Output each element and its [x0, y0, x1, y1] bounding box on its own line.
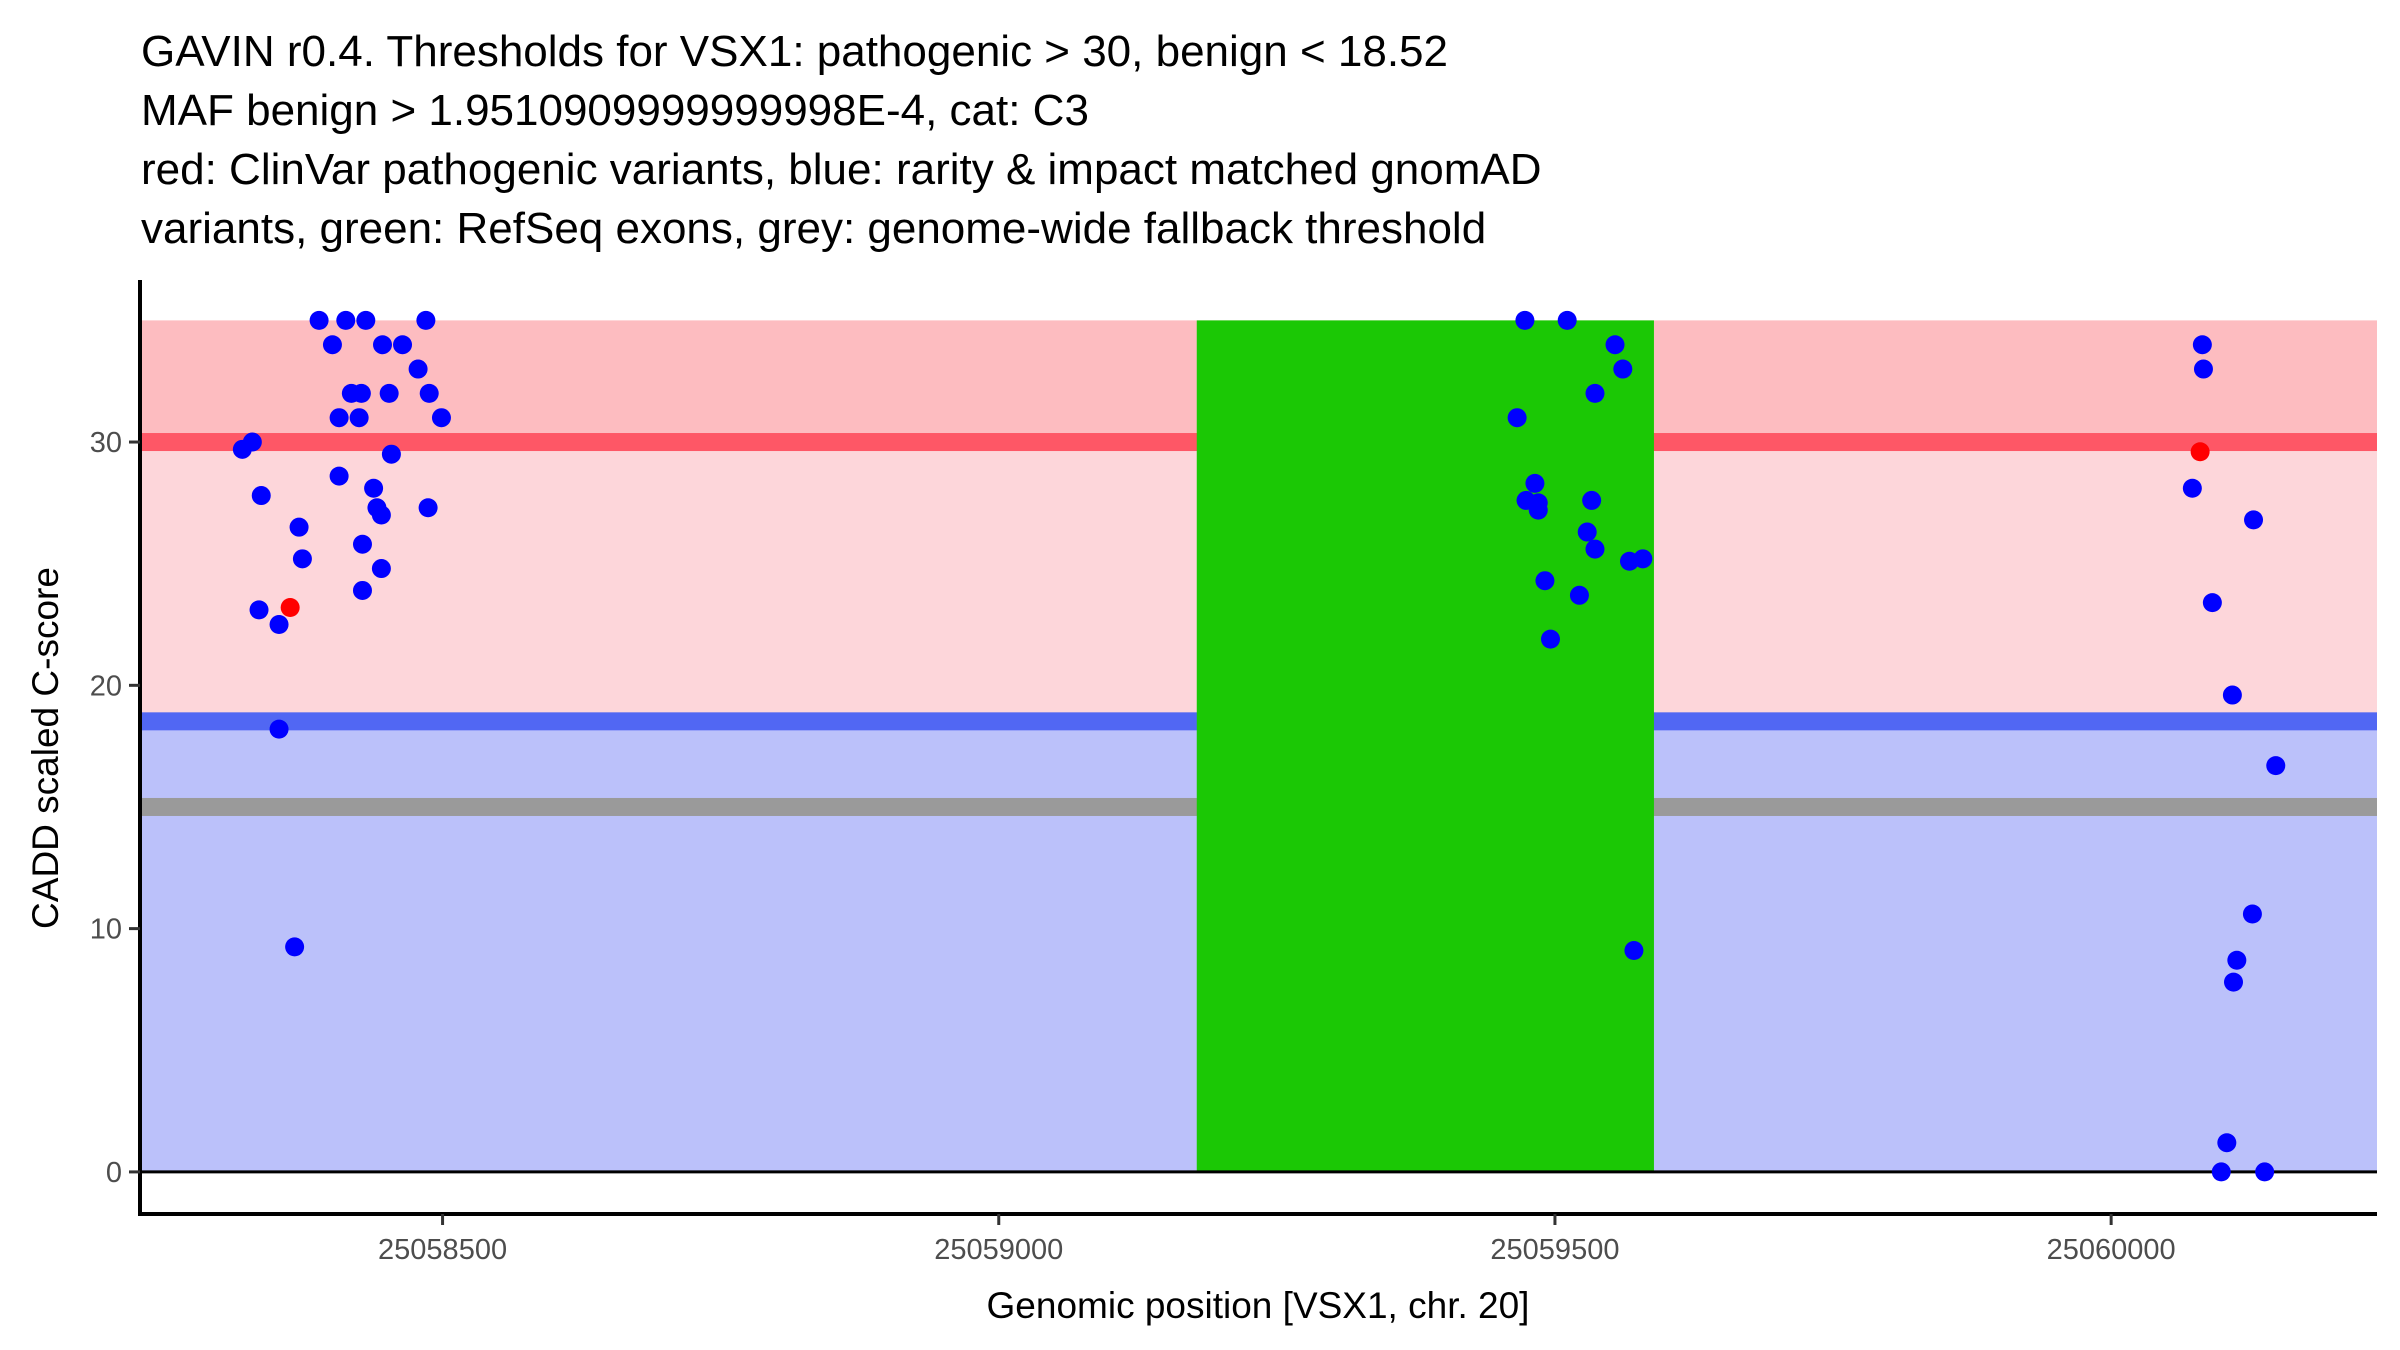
y-axis-title: CADD scaled C-score — [25, 567, 66, 929]
y-tick-label: 0 — [106, 1157, 122, 1189]
y-tick-label: 10 — [90, 914, 122, 946]
gnomad-point — [1535, 571, 1555, 591]
gnomad-point — [372, 335, 392, 355]
x-tick-label: 25059500 — [1490, 1234, 1619, 1266]
y-tick-label: 30 — [90, 427, 122, 459]
gnomad-point — [1541, 629, 1561, 649]
gnomad-point — [269, 615, 289, 635]
title-line-4: variants, green: RefSeq exons, grey: gen… — [141, 204, 1487, 253]
title-line-2: MAF benign > 1.9510909999999998E-4, cat:… — [141, 86, 1089, 135]
gnomad-point — [2266, 756, 2286, 776]
gnomad-point — [408, 359, 428, 379]
gnomad-point — [329, 408, 349, 428]
points-layer — [232, 310, 2286, 1182]
gnomad-point — [309, 310, 329, 330]
gnomad-point — [251, 486, 271, 506]
clinvar-point — [280, 597, 300, 617]
gnomad-point — [351, 383, 371, 403]
clinvar-point — [2190, 442, 2210, 462]
gnomad-point — [2202, 593, 2222, 613]
x-tick-label: 25059000 — [934, 1234, 1063, 1266]
gnomad-point — [1525, 473, 1545, 493]
gnomad-point — [2192, 335, 2212, 355]
gnomad-point — [232, 439, 252, 459]
y-tick-label: 20 — [90, 670, 122, 702]
gnomad-point — [2182, 478, 2202, 498]
chart-title: GAVIN r0.4. Thresholds for VSX1: pathoge… — [141, 22, 1542, 258]
gnomad-point — [418, 498, 438, 518]
gnomad-point — [1605, 335, 1625, 355]
x-axis-title: Genomic position [VSX1, chr. 20] — [987, 1285, 1530, 1326]
gnomad-point — [2242, 904, 2262, 924]
gnomad-point — [289, 517, 309, 537]
gnomad-point — [2211, 1162, 2231, 1182]
gnomad-point — [2222, 685, 2242, 705]
gnomad-point — [379, 383, 399, 403]
gnomad-point — [336, 310, 356, 330]
x-tick-label: 25060000 — [2047, 1234, 2176, 1266]
gnomad-point — [1585, 383, 1605, 403]
gnomad-point — [416, 310, 436, 330]
gnomad-point — [2224, 972, 2244, 992]
gnomad-point — [1613, 359, 1633, 379]
gnomad-point — [349, 408, 369, 428]
gnomad-point — [1585, 539, 1605, 559]
gnomad-point — [356, 310, 376, 330]
gnomad-point — [269, 719, 289, 739]
gnomad-point — [1569, 585, 1589, 605]
gnomad-point — [2244, 510, 2264, 530]
gnomad-point — [1633, 549, 1653, 569]
title-line-1: GAVIN r0.4. Thresholds for VSX1: pathoge… — [141, 27, 1448, 76]
gnomad-point — [2217, 1133, 2237, 1153]
gnomad-point — [2227, 950, 2247, 970]
gnomad-point — [1577, 522, 1597, 542]
gnomad-point — [1557, 310, 1577, 330]
gnomad-point — [419, 383, 439, 403]
gnomad-point — [1507, 408, 1527, 428]
title-line-3: red: ClinVar pathogenic variants, blue: … — [141, 145, 1542, 194]
gnomad-point — [329, 466, 349, 486]
x-tick-label: 25058500 — [378, 1234, 507, 1266]
gnomad-point — [292, 549, 312, 569]
gnomad-point — [393, 335, 413, 355]
gnomad-point — [364, 478, 384, 498]
gnomad-point — [352, 534, 372, 554]
gnomad-point — [431, 408, 451, 428]
gnomad-point — [2193, 359, 2213, 379]
exons-layer — [1196, 320, 1654, 1172]
gnomad-point — [1515, 310, 1535, 330]
gnomad-point — [322, 335, 342, 355]
gnomad-point — [352, 580, 372, 600]
axes-layer: 0 10 20 30 25058500 25059000 25059500 25060000 — [90, 280, 2377, 1266]
exon-region — [1196, 320, 1654, 1172]
gnomad-point — [249, 600, 269, 620]
gnomad-point — [371, 505, 391, 525]
gnomad-point — [1582, 490, 1602, 510]
gnomad-point — [1624, 941, 1644, 961]
gnomad-point — [285, 937, 305, 957]
gnomad-point — [1528, 500, 1548, 520]
gnomad-point — [2255, 1162, 2275, 1182]
gnomad-point — [371, 559, 391, 579]
gnomad-point — [381, 444, 401, 464]
